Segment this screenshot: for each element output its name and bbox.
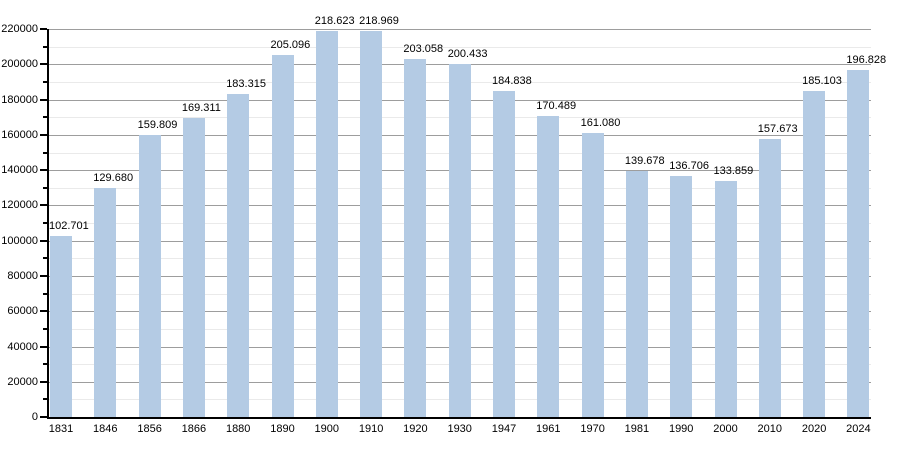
x-axis-tick-label: 1856	[137, 423, 162, 435]
bar-1846	[94, 188, 117, 417]
plot-area: 102.701 129.680 159.809 169.311 183.315 205.0…	[47, 15, 886, 419]
bar-1890	[271, 55, 294, 417]
x-axis-tick-label: 1920	[403, 423, 428, 435]
bar-value-label: 200.433	[447, 47, 488, 60]
y-tick-minor	[43, 363, 47, 366]
x-axis-tick-label: 1910	[358, 423, 384, 435]
x-axis-tick-label: 1947	[491, 423, 517, 435]
y-tick-major	[40, 63, 47, 66]
bar-value-label: 102.701	[49, 219, 89, 232]
y-tick-minor	[43, 398, 47, 401]
y-tick-minor	[43, 186, 47, 189]
x-axis-tick-label: 2020	[801, 423, 827, 435]
y-tick-major	[40, 416, 47, 418]
x-axis-tick-label: 1846	[93, 423, 118, 435]
y-tick-major	[40, 345, 47, 348]
y-tick-minor	[43, 222, 47, 224]
bar-value-label: 161.080	[580, 116, 621, 129]
bar-1981	[625, 170, 648, 417]
y-axis-tick-label: 200000	[1, 58, 38, 71]
x-axis-tick-label: 2024	[846, 423, 871, 435]
x-axis-tick-label: 1990	[668, 423, 694, 435]
bar-value-label: 218.969	[359, 14, 399, 27]
y-axis-tick-label: 0	[31, 411, 38, 423]
bar-1990	[670, 175, 693, 417]
y-tick-major	[40, 310, 47, 313]
y-axis-tick-label: 140000	[1, 164, 38, 177]
y-axis-tick-label: 100000	[1, 234, 38, 247]
y-tick-minor	[43, 116, 47, 119]
x-axis-tick-label: 1831	[48, 423, 74, 435]
bar-1947	[493, 91, 515, 417]
x-axis-tick-label: 1890	[270, 423, 295, 435]
bar-value-label: 139.678	[624, 154, 665, 167]
y-tick-major	[40, 239, 47, 242]
bar-value-label: 170.489	[536, 100, 577, 113]
x-axis-tick-label: 1970	[580, 423, 605, 435]
bar-value-label: 203.058	[403, 42, 444, 55]
bar-value-label: 159.809	[137, 119, 178, 132]
x-axis-tick-label: 1981	[624, 423, 650, 435]
x-axis-tick-label: 2000	[713, 423, 738, 435]
bar-1866	[182, 118, 205, 417]
y-tick-major	[40, 204, 47, 207]
bar-value-label: 218.623	[314, 15, 355, 28]
bar-1880	[227, 93, 250, 417]
y-tick-minor	[43, 257, 47, 260]
y-axis-tick-label: 120000	[1, 199, 38, 212]
y-axis-tick-label: 180000	[1, 93, 38, 106]
gridline-major	[49, 29, 871, 30]
x-axis-tick-label: 2010	[757, 423, 783, 435]
x-axis-tick-label: 1961	[536, 423, 561, 435]
bar-2010	[758, 138, 781, 417]
y-tick-minor	[43, 80, 47, 83]
y-tick-major	[40, 274, 47, 277]
bar-2020	[803, 90, 826, 417]
y-axis-tick-label: 40000	[7, 340, 38, 353]
bar-1961	[537, 116, 560, 417]
bar-1970	[581, 132, 604, 417]
bar-1910	[360, 30, 383, 417]
y-axis-tick-label: 160000	[1, 128, 38, 141]
x-axis-tick-label: 1900	[314, 423, 340, 435]
bar-1856	[138, 135, 161, 417]
y-axis-tick-label: 80000	[7, 269, 38, 282]
y-axis-tick-label: 220000	[1, 23, 38, 35]
bar-value-label: 169.311	[181, 102, 221, 115]
y-tick-minor	[43, 45, 47, 48]
y-tick-minor	[43, 151, 47, 154]
y-axis-tick-label: 20000	[7, 375, 38, 388]
y-tick-minor	[43, 292, 47, 295]
bar-1930	[448, 63, 471, 417]
bar-value-label: 133.859	[713, 164, 754, 177]
gridline-minor	[49, 46, 871, 48]
y-tick-major	[40, 28, 47, 30]
y-tick-major	[40, 133, 47, 136]
bar-value-label: 205.096	[270, 39, 311, 52]
bar-value-label: 196.828	[846, 53, 887, 66]
bar-1920	[404, 58, 427, 417]
y-tick-major	[40, 380, 47, 383]
bar-value-label: 129.680	[93, 172, 134, 185]
bar-1831	[50, 235, 72, 417]
bar-2000	[714, 180, 737, 417]
y-axis-tick-label: 60000	[7, 305, 38, 318]
y-tick-major	[40, 169, 47, 172]
x-axis-tick-label: 1930	[447, 423, 472, 435]
y-tick-major	[40, 98, 47, 101]
bar-value-label: 136.706	[669, 159, 709, 172]
bar-value-label: 183.315	[226, 77, 266, 90]
x-axis-tick-label: 1866	[181, 423, 207, 435]
bar-value-label: 184.838	[492, 75, 532, 87]
bar-2024	[847, 69, 870, 417]
bar-1900	[315, 31, 338, 417]
y-tick-minor	[43, 327, 47, 330]
bar-value-label: 157.673	[757, 122, 798, 135]
bar-value-label: 185.103	[802, 74, 842, 87]
x-axis-tick-label: 1880	[225, 423, 251, 435]
